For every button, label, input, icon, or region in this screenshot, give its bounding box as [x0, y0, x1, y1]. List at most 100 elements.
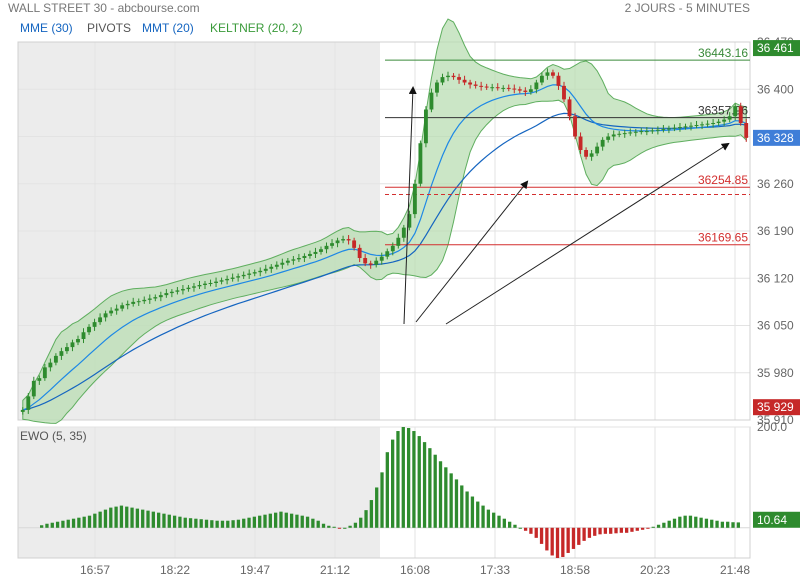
osc-bar [172, 515, 177, 528]
osc-bar [359, 517, 363, 528]
indicator-mmt[interactable]: MMT (20) [142, 21, 194, 35]
candle-body [87, 326, 91, 333]
indicator-keltner[interactable]: KELTNER (20, 2) [210, 21, 303, 35]
osc-bar [417, 436, 421, 528]
candle-body [512, 88, 517, 90]
osc-bar [151, 511, 155, 528]
osc-bar [481, 505, 485, 528]
osc-bar [492, 512, 496, 528]
candle-body [534, 82, 539, 90]
osc-bar [433, 454, 437, 528]
osc-bar [715, 520, 719, 528]
osc-bar [704, 518, 709, 528]
candle-body [53, 355, 58, 363]
candle-body [501, 87, 506, 89]
candle-body [523, 90, 528, 92]
osc-bar [454, 479, 459, 528]
candle-body [562, 85, 566, 100]
osc-bar [619, 527, 623, 533]
candle-body [65, 347, 69, 352]
x-tick-label: 18:22 [160, 563, 190, 577]
candle-body [700, 124, 704, 126]
osc-bar [438, 461, 443, 528]
osc-bar [720, 521, 725, 528]
candle-body [628, 132, 633, 134]
osc-bar [502, 518, 506, 528]
osc-bar [109, 507, 113, 528]
osc-bar [45, 523, 49, 528]
x-tick-label: 18:58 [560, 563, 590, 577]
osc-y-tick-label: 200.0 [757, 420, 787, 434]
osc-bar [470, 496, 475, 528]
oscillator-title: EWO (5, 35) [20, 429, 87, 443]
osc-bar [284, 512, 288, 528]
osc-bar [678, 516, 682, 528]
price-panel-border [17, 41, 751, 421]
osc-bar [353, 522, 358, 528]
x-tick-label: 21:12 [320, 563, 350, 577]
osc-bar [82, 516, 86, 528]
candle-body [203, 283, 207, 285]
candle-body [446, 75, 450, 78]
candle-body [258, 270, 263, 273]
osc-bar [215, 520, 219, 528]
osc-bar [231, 520, 235, 528]
osc-bar [103, 509, 108, 528]
price-badge-label: 35 929 [757, 400, 794, 414]
osc-bar [204, 519, 209, 528]
candle-body [418, 143, 423, 184]
candle-body [31, 380, 36, 397]
candle-body [59, 351, 64, 356]
osc-bar [305, 516, 310, 528]
osc-bar [263, 514, 267, 528]
osc-bar [508, 521, 512, 528]
osc-bar [210, 520, 214, 528]
candle-body [429, 92, 434, 110]
osc-bar [157, 512, 161, 528]
candle-body [330, 243, 334, 246]
candle-body [368, 263, 373, 265]
osc-bar [582, 527, 586, 541]
osc-bar [375, 487, 379, 528]
candle-body [435, 82, 439, 93]
osc-bar [220, 520, 225, 528]
osc-bar [178, 516, 182, 528]
candle-body [363, 258, 368, 264]
osc-bar [545, 527, 549, 551]
indicator-pivots[interactable]: PIVOTS [87, 21, 132, 35]
osc-bar [422, 442, 427, 528]
candle-body [70, 342, 75, 348]
pivot-level-label: 36169.65 [698, 231, 748, 245]
price-badge [753, 399, 800, 416]
osc-bar [566, 527, 570, 553]
candle-body [528, 89, 533, 92]
indicator-mme[interactable]: MME (30) [20, 21, 73, 35]
candle-body [622, 133, 627, 135]
osc-bar [603, 527, 608, 534]
osc-bar [66, 519, 70, 528]
osc-bar [406, 428, 411, 528]
candle-body [672, 127, 677, 129]
candle-body [744, 123, 749, 138]
candle-body [169, 291, 174, 294]
osc-bar [385, 452, 389, 528]
candle-body [313, 251, 318, 254]
candle-body [42, 367, 47, 379]
candle-body [324, 245, 329, 250]
osc-bar [61, 520, 65, 528]
osc-bar [710, 519, 714, 528]
osc-value-label: 10.64 [757, 513, 787, 527]
osc-bar [497, 515, 501, 528]
candle-body [114, 308, 119, 311]
candle-body [589, 153, 594, 157]
osc-bar [343, 527, 347, 529]
candle-body [644, 131, 649, 133]
osc-bar [130, 507, 134, 528]
osc-bar [252, 516, 257, 528]
candle-body [374, 260, 379, 265]
candle-body [357, 247, 362, 258]
candle-body [120, 305, 125, 309]
osc-bar [380, 472, 384, 528]
candle-body [633, 131, 638, 133]
